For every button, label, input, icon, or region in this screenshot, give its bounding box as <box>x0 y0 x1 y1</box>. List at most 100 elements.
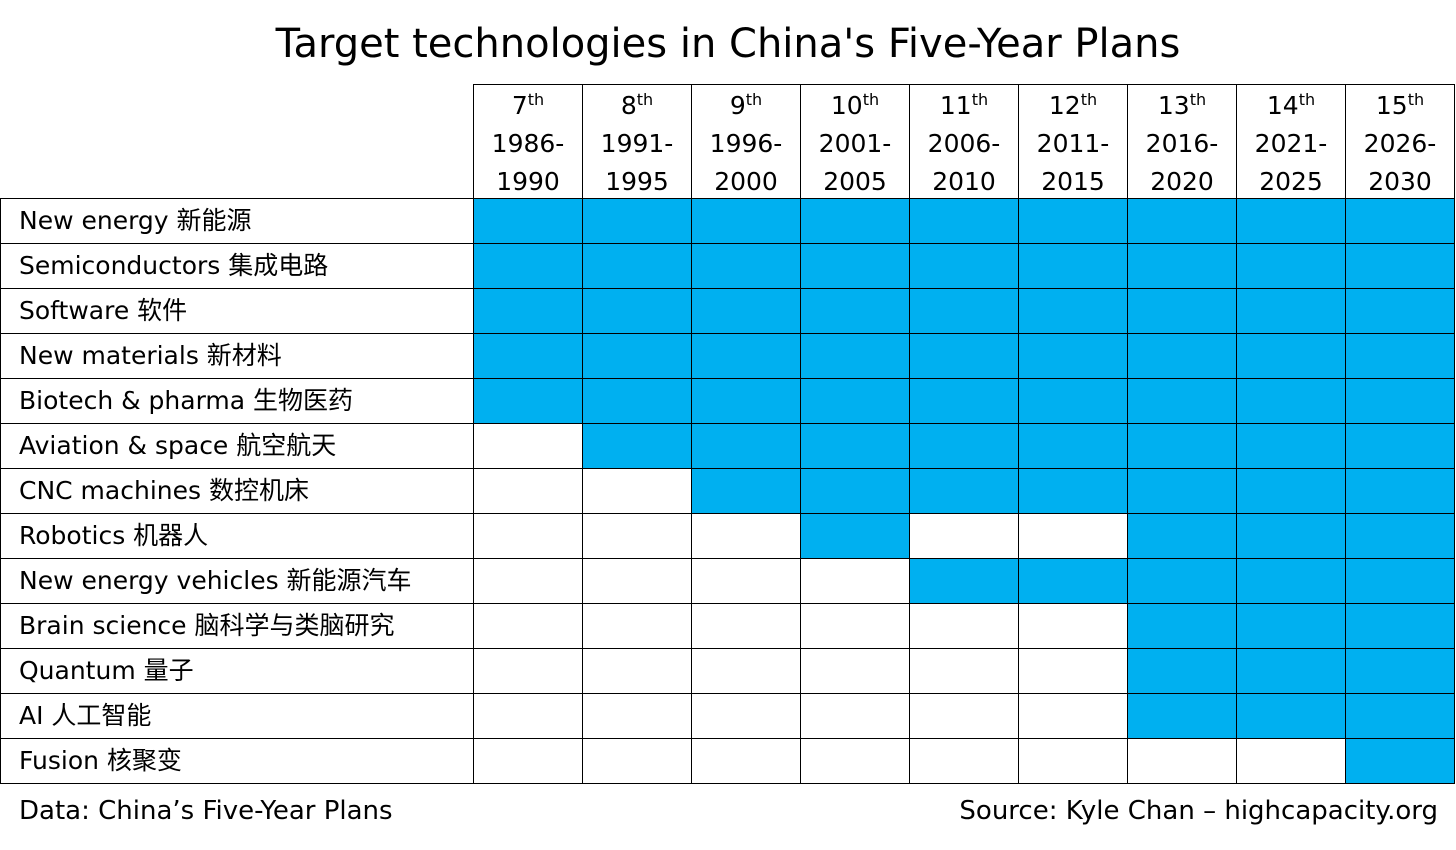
target-cell-filled <box>1128 199 1237 244</box>
target-cell-filled <box>801 244 910 289</box>
technology-label: Software 软件 <box>0 289 474 334</box>
target-cell-empty <box>1019 739 1128 784</box>
target-cell-filled <box>583 379 692 424</box>
target-cell-empty <box>1019 514 1128 559</box>
ordinal-suffix: th <box>971 90 989 109</box>
target-cell-filled <box>1128 289 1237 334</box>
plan-number-value: 7 <box>511 91 528 120</box>
target-cell-filled <box>1237 469 1346 514</box>
target-cell-filled <box>1019 244 1128 289</box>
column-header: 11th 2006- 2010 <box>910 84 1019 199</box>
column-header: 10th 2001- 2005 <box>801 84 910 199</box>
target-cell-empty <box>692 559 801 604</box>
column-header: 7th 1986- 1990 <box>474 84 583 199</box>
target-cell-filled <box>1237 244 1346 289</box>
plan-start-year: 1991- <box>600 129 674 158</box>
target-cell-empty <box>474 649 583 694</box>
target-cell-empty <box>910 514 1019 559</box>
target-cell-filled <box>1346 199 1455 244</box>
technology-label: New materials 新材料 <box>0 334 474 379</box>
target-cell-filled <box>1128 424 1237 469</box>
target-cell-filled <box>910 334 1019 379</box>
target-cell-empty <box>583 694 692 739</box>
target-cell-filled <box>801 424 910 469</box>
ordinal-suffix: th <box>862 90 880 109</box>
plan-end-year: 2000 <box>714 167 778 196</box>
ordinal-suffix: th <box>1189 90 1207 109</box>
technology-label: New energy 新能源 <box>0 199 474 244</box>
target-cell-filled <box>1237 559 1346 604</box>
target-cell-empty <box>474 469 583 514</box>
plan-number-value: 15 <box>1375 91 1408 120</box>
plan-number-value: 11 <box>939 91 972 120</box>
plan-number-value: 8 <box>620 91 637 120</box>
target-cell-filled <box>1237 694 1346 739</box>
target-cell-empty <box>474 424 583 469</box>
target-cell-filled <box>1128 379 1237 424</box>
target-cell-filled <box>910 244 1019 289</box>
target-cell-filled <box>474 199 583 244</box>
target-cell-filled <box>1128 334 1237 379</box>
target-cell-filled <box>1346 694 1455 739</box>
plan-number-value: 13 <box>1157 91 1190 120</box>
target-cell-empty <box>692 514 801 559</box>
column-header: 14th 2021- 2025 <box>1237 84 1346 199</box>
target-cell-empty <box>583 649 692 694</box>
plan-number: 12th <box>1019 87 1127 125</box>
column-header: 9th 1996- 2000 <box>692 84 801 199</box>
plan-start-year: 1986- <box>491 129 565 158</box>
target-cell-filled <box>1019 424 1128 469</box>
ordinal-suffix: th <box>1080 90 1098 109</box>
target-cell-filled <box>1346 514 1455 559</box>
target-cell-filled <box>692 379 801 424</box>
plan-number: 9th <box>692 87 800 125</box>
column-header: 8th 1991- 1995 <box>583 84 692 199</box>
ordinal-suffix: th <box>527 90 545 109</box>
target-cell-filled <box>1346 649 1455 694</box>
plan-start-year: 2006- <box>927 129 1001 158</box>
target-cell-filled <box>910 424 1019 469</box>
target-cell-filled <box>1128 694 1237 739</box>
target-cell-empty <box>583 469 692 514</box>
column-header: 13th 2016- 2020 <box>1128 84 1237 199</box>
target-cell-filled <box>583 334 692 379</box>
target-cell-empty <box>910 604 1019 649</box>
plan-start-year: 2016- <box>1145 129 1219 158</box>
target-cell-filled <box>1019 199 1128 244</box>
target-cell-filled <box>474 334 583 379</box>
target-cell-filled <box>1019 379 1128 424</box>
target-cell-filled <box>692 244 801 289</box>
target-cell-empty <box>692 649 801 694</box>
target-cell-empty <box>474 739 583 784</box>
plan-number-value: 9 <box>729 91 746 120</box>
target-cell-filled <box>1019 469 1128 514</box>
target-cell-filled <box>1237 289 1346 334</box>
technology-label: Fusion 核聚变 <box>0 739 474 784</box>
plan-start-year: 2026- <box>1363 129 1437 158</box>
target-cell-filled <box>1237 514 1346 559</box>
technology-label: New energy vehicles 新能源汽车 <box>0 559 474 604</box>
target-cell-filled <box>692 469 801 514</box>
target-cell-empty <box>801 559 910 604</box>
target-cell-filled <box>1128 649 1237 694</box>
target-cell-filled <box>1237 604 1346 649</box>
target-cell-empty <box>583 514 692 559</box>
plan-end-year: 2030 <box>1368 167 1432 196</box>
target-cell-empty <box>801 604 910 649</box>
plan-number-value: 10 <box>830 91 863 120</box>
target-cell-filled <box>1346 739 1455 784</box>
target-cell-filled <box>1019 559 1128 604</box>
target-cell-filled <box>1346 334 1455 379</box>
plan-end-year: 2015 <box>1041 167 1105 196</box>
ordinal-suffix: th <box>636 90 654 109</box>
technology-label: Biotech & pharma 生物医药 <box>0 379 474 424</box>
target-cell-empty <box>1019 604 1128 649</box>
technology-label: Brain science 脑科学与类脑研究 <box>0 604 474 649</box>
target-cell-empty <box>910 694 1019 739</box>
target-cell-filled <box>1019 334 1128 379</box>
plan-number: 7th <box>474 87 582 125</box>
target-cell-filled <box>1019 289 1128 334</box>
target-cell-filled <box>692 289 801 334</box>
target-cell-empty <box>801 739 910 784</box>
target-cell-empty <box>692 739 801 784</box>
